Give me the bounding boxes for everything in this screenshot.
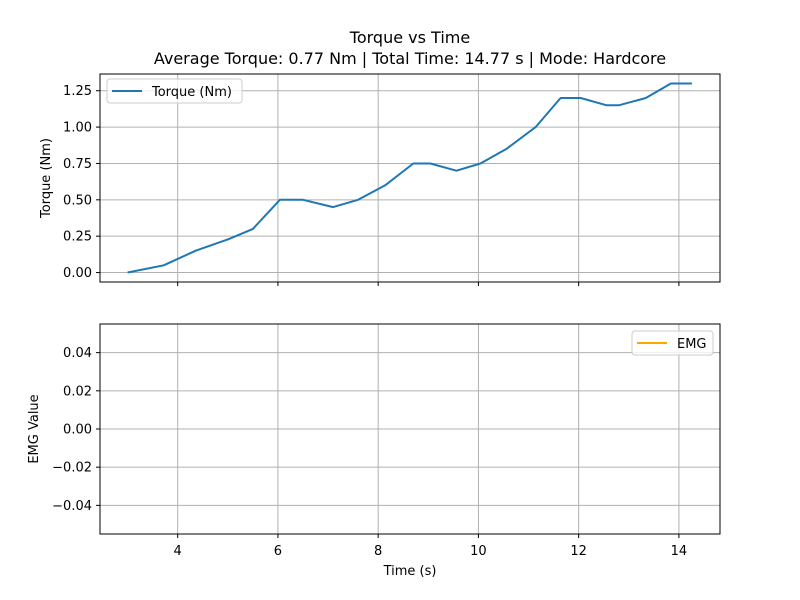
y-tick-label: 0.02 [63, 384, 92, 399]
torque-grid [100, 74, 720, 282]
y-tick-label: 0.00 [63, 423, 92, 438]
y-tick-label: 0.50 [63, 193, 92, 208]
torque-y-ticks: 0.00 0.25 0.50 0.75 1.00 1.25 [63, 84, 100, 281]
x-tick-label: 8 [374, 544, 382, 559]
emg-y-axis-label: EMG Value [27, 394, 42, 463]
y-tick-label: 0.04 [63, 346, 92, 361]
emg-y-ticks: −0.04 −0.02 0.00 0.02 0.04 [52, 346, 100, 514]
emg-x-ticks: 4 6 8 10 12 14 [174, 534, 688, 559]
x-tick-label: 4 [174, 544, 182, 559]
y-tick-label: −0.02 [52, 461, 92, 476]
y-tick-label: 1.00 [63, 121, 92, 136]
torque-y-axis-label: Torque (Nm) [39, 138, 54, 219]
chart-title: Torque vs Time [349, 28, 470, 47]
chart-subtitle: Average Torque: 0.77 Nm | Total Time: 14… [154, 49, 666, 68]
y-tick-label: 0.75 [63, 157, 92, 172]
emg-grid [100, 324, 720, 534]
torque-legend-box [106, 78, 243, 104]
torque-legend-label: Torque (Nm) [151, 85, 232, 100]
y-tick-label: 0.00 [63, 266, 92, 281]
x-tick-label: 10 [470, 544, 487, 559]
torque-axes-frame [99, 73, 721, 283]
torque-legend: Torque (Nm) [106, 78, 243, 104]
y-tick-label: −0.04 [52, 499, 92, 514]
torque-series-layer [127, 82, 692, 274]
x-axis-label: Time (s) [383, 564, 437, 579]
y-tick-label: 0.25 [63, 230, 92, 245]
torque-x-ticks [177, 282, 680, 286]
x-tick-label: 6 [274, 544, 282, 559]
x-tick-label: 12 [570, 544, 587, 559]
torque-panel: 0.00 0.25 0.50 0.75 1.00 1.25 Torque (Nm) Tor… [39, 73, 721, 286]
emg-legend-label: EMG [677, 337, 707, 352]
y-tick-label: 1.25 [63, 84, 92, 99]
series-line [127, 82, 692, 274]
emg-legend: EMG [631, 330, 714, 356]
emg-legend-box [631, 330, 714, 356]
x-tick-label: 14 [671, 544, 688, 559]
emg-panel: −0.04 −0.02 0.00 0.02 0.04 4 6 8 10 12 14 EMG Val… [27, 323, 721, 559]
